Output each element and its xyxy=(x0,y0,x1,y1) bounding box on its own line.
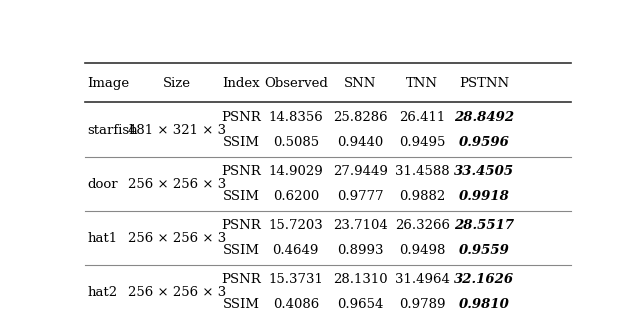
Text: 31.4588: 31.4588 xyxy=(395,165,449,178)
Text: 15.7203: 15.7203 xyxy=(268,219,323,232)
Text: 28.8492: 28.8492 xyxy=(454,111,515,124)
Text: 0.9495: 0.9495 xyxy=(399,137,445,149)
Text: SSIM: SSIM xyxy=(223,137,260,149)
Text: starfish: starfish xyxy=(88,124,138,137)
Text: 14.8356: 14.8356 xyxy=(268,111,323,124)
Text: SSIM: SSIM xyxy=(223,190,260,203)
Text: 256 × 256 × 3: 256 × 256 × 3 xyxy=(127,231,226,244)
Text: 23.7104: 23.7104 xyxy=(333,219,388,232)
Text: 26.411: 26.411 xyxy=(399,111,445,124)
Text: TNN: TNN xyxy=(406,77,438,90)
Text: PSNR: PSNR xyxy=(221,165,261,178)
Text: hat2: hat2 xyxy=(88,286,118,299)
Text: 0.5085: 0.5085 xyxy=(273,137,319,149)
Text: Image: Image xyxy=(88,77,129,90)
Text: 0.9789: 0.9789 xyxy=(399,299,445,312)
Text: 31.4964: 31.4964 xyxy=(395,273,450,286)
Text: hat1: hat1 xyxy=(88,231,118,244)
Text: 14.9029: 14.9029 xyxy=(268,165,323,178)
Text: 256 × 256 × 3: 256 × 256 × 3 xyxy=(127,286,226,299)
Text: 0.4649: 0.4649 xyxy=(273,244,319,258)
Text: PSNR: PSNR xyxy=(221,273,261,286)
Text: 28.5517: 28.5517 xyxy=(454,219,515,232)
Text: 0.4086: 0.4086 xyxy=(273,299,319,312)
Text: Size: Size xyxy=(163,77,191,90)
Text: 0.9777: 0.9777 xyxy=(337,190,383,203)
Text: 33.4505: 33.4505 xyxy=(454,165,515,178)
Text: 0.9918: 0.9918 xyxy=(459,190,509,203)
Text: 481 × 321 × 3: 481 × 321 × 3 xyxy=(127,124,226,137)
Text: 0.9559: 0.9559 xyxy=(459,244,509,258)
Text: Index: Index xyxy=(222,77,260,90)
Text: 32.1626: 32.1626 xyxy=(454,273,515,286)
Text: PSNR: PSNR xyxy=(221,219,261,232)
Text: SSIM: SSIM xyxy=(223,244,260,258)
Text: 25.8286: 25.8286 xyxy=(333,111,388,124)
Text: 0.9440: 0.9440 xyxy=(337,137,383,149)
Text: 256 × 256 × 3: 256 × 256 × 3 xyxy=(127,178,226,191)
Text: 0.9498: 0.9498 xyxy=(399,244,445,258)
Text: door: door xyxy=(88,178,118,191)
Text: SNN: SNN xyxy=(344,77,376,90)
Text: 0.9810: 0.9810 xyxy=(459,299,509,312)
Text: 27.9449: 27.9449 xyxy=(333,165,388,178)
Text: PSNR: PSNR xyxy=(221,111,261,124)
Text: 26.3266: 26.3266 xyxy=(395,219,450,232)
Text: SSIM: SSIM xyxy=(223,299,260,312)
Text: Observed: Observed xyxy=(264,77,328,90)
Text: 15.3731: 15.3731 xyxy=(268,273,323,286)
Text: 0.9596: 0.9596 xyxy=(459,137,509,149)
Text: 0.8993: 0.8993 xyxy=(337,244,383,258)
Text: 0.9882: 0.9882 xyxy=(399,190,445,203)
Text: 28.1310: 28.1310 xyxy=(333,273,388,286)
Text: PSTNN: PSTNN xyxy=(459,77,509,90)
Text: 0.9654: 0.9654 xyxy=(337,299,383,312)
Text: 0.6200: 0.6200 xyxy=(273,190,319,203)
